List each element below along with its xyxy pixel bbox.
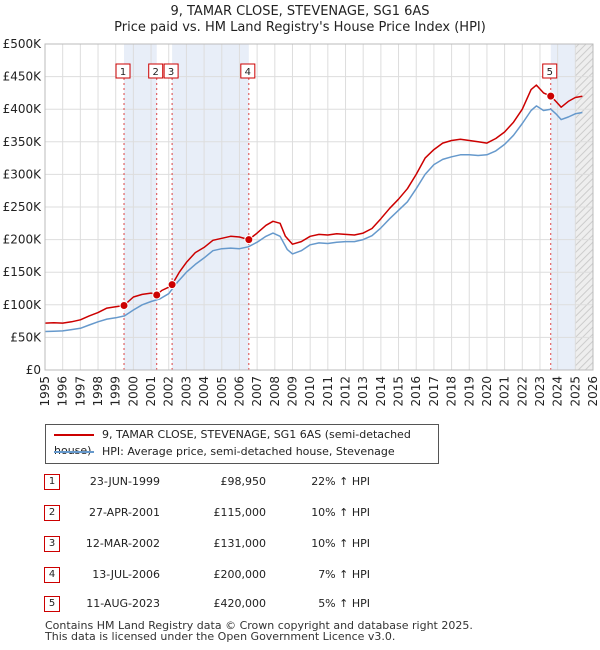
sale-marker-label: 1 — [120, 67, 126, 78]
x-tick-label: 2014 — [374, 376, 388, 407]
sale-marker-label: 2 — [153, 67, 159, 78]
table-row: 4 13-JUL-2006 £200,000 7% ↑ HPI — [0, 565, 600, 585]
x-tick-label: 2002 — [162, 376, 176, 407]
x-tick-label: 2010 — [303, 376, 317, 407]
y-tick-label: £400K — [3, 102, 43, 116]
legend-label-hpi: HPI: Average price, semi-detached house,… — [102, 445, 395, 458]
sale-number-badge: 3 — [44, 536, 60, 552]
chart-subtitle: Price paid vs. HM Land Registry's House … — [114, 20, 486, 35]
footer-line-copyright: Contains HM Land Registry data © Crown c… — [45, 619, 473, 632]
x-tick-label: 2015 — [392, 376, 406, 407]
x-tick-label: 2020 — [480, 376, 494, 407]
plot-border — [44, 43, 594, 371]
sale-date: 23-JUN-1999 — [89, 475, 160, 488]
x-tick-label: 2001 — [144, 376, 158, 407]
legend-item-hpi: HPI: Average price, semi-detached house,… — [54, 444, 395, 460]
sale-number-badge: 5 — [44, 596, 60, 612]
x-tick-label: 2008 — [268, 376, 282, 407]
x-tick-label: 2022 — [515, 376, 529, 407]
x-tick-label: 2017 — [427, 376, 441, 407]
sale-marker-box — [163, 63, 179, 79]
sale-hpi-diff: 5% ↑ HPI — [318, 597, 370, 610]
x-tick-label: 2012 — [339, 376, 353, 407]
sale-point — [119, 300, 129, 310]
sale-hpi-diff: 7% ↑ HPI — [318, 568, 370, 581]
x-tick-label: 2013 — [356, 376, 370, 407]
sale-number-badge: 2 — [44, 505, 60, 521]
sale-price: £98,950 — [220, 475, 267, 488]
x-tick-label: 2024 — [551, 376, 565, 407]
sale-date: 11-AUG-2023 — [86, 597, 160, 610]
x-tick-label: 2006 — [232, 376, 246, 407]
sale-price: £200,000 — [213, 568, 267, 581]
table-row: 2 27-APR-2001 £115,000 10% ↑ HPI — [0, 503, 600, 523]
x-tick-label: 2016 — [409, 376, 423, 407]
x-tick-label: 2005 — [215, 376, 229, 407]
x-tick-label: 2021 — [498, 376, 512, 407]
sale-price: £115,000 — [213, 506, 267, 519]
footer-attribution: Contains HM Land Registry data © Crown c… — [45, 620, 473, 642]
x-tick-label: 1999 — [109, 376, 123, 407]
x-tick-label: 2003 — [179, 376, 193, 407]
x-tick-label: 2009 — [285, 376, 299, 407]
sale-marker-box — [148, 63, 164, 79]
sale-marker-label: 3 — [168, 67, 174, 78]
hpi-line — [44, 105, 583, 333]
y-tick-label: £500K — [3, 37, 43, 51]
sale-price: £420,000 — [213, 597, 267, 610]
x-tick-label: 2018 — [445, 376, 459, 407]
y-tick-label: £50K — [10, 330, 42, 344]
legend-label-property: 9, TAMAR CLOSE, STEVENAGE, SG1 6AS (semi… — [54, 428, 411, 457]
footer-line-licence: This data is licensed under the Open Gov… — [45, 630, 396, 643]
table-row: 5 11-AUG-2023 £420,000 5% ↑ HPI — [0, 594, 600, 614]
sale-hpi-diff: 22% ↑ HPI — [311, 475, 370, 488]
sale-date: 13-JUL-2006 — [92, 568, 160, 581]
sale-marker-box — [542, 63, 558, 79]
x-tick-label: 2004 — [197, 376, 211, 407]
x-tick-label: 2007 — [250, 376, 264, 407]
sale-price: £131,000 — [213, 537, 267, 550]
legend-swatch-property — [54, 434, 94, 436]
sale-point — [546, 91, 556, 101]
sale-number-badge: 1 — [44, 474, 60, 490]
y-tick-label: £150K — [3, 265, 43, 279]
sale-marker-label: 4 — [245, 67, 251, 78]
x-tick-label: 1995 — [38, 376, 52, 407]
y-tick-label: £100K — [3, 298, 43, 312]
price-chart: £0 £50K £100K £150K £200K £250K £300K £350K £400… — [3, 37, 600, 407]
sale-marker-box — [115, 63, 131, 79]
table-row: 3 12-MAR-2002 £131,000 10% ↑ HPI — [0, 534, 600, 554]
sale-marker-label: 5 — [547, 67, 553, 78]
sale-point — [244, 235, 254, 245]
x-tick-label: 2023 — [533, 376, 547, 407]
property-price-line — [44, 84, 583, 324]
chart-title: 9, TAMAR CLOSE, STEVENAGE, SG1 6AS — [170, 4, 430, 19]
x-tick-label: 1997 — [73, 376, 87, 407]
legend-swatch-hpi — [54, 451, 94, 453]
x-tick-label: 2025 — [568, 376, 582, 407]
y-tick-label: £450K — [3, 70, 43, 84]
x-tick-label: 2000 — [126, 376, 140, 407]
y-tick-label: £300K — [3, 167, 43, 181]
x-tick-label: 2011 — [321, 376, 335, 407]
legend-item-property: 9, TAMAR CLOSE, STEVENAGE, SG1 6AS (semi… — [54, 427, 438, 457]
y-tick-label: £350K — [3, 135, 43, 149]
x-tick-label: 1996 — [56, 376, 70, 407]
sale-date: 27-APR-2001 — [88, 506, 160, 519]
y-tick-label: £250K — [3, 200, 43, 214]
chart-legend: 9, TAMAR CLOSE, STEVENAGE, SG1 6AS (semi… — [45, 424, 439, 464]
table-row: 1 23-JUN-1999 £98,950 22% ↑ HPI — [0, 472, 600, 492]
sale-point — [167, 280, 177, 290]
sale-number-badge: 4 — [44, 567, 60, 583]
x-tick-label: 2019 — [462, 376, 476, 407]
sale-hpi-diff: 10% ↑ HPI — [311, 506, 370, 519]
y-tick-label: £200K — [3, 233, 43, 247]
x-tick-label: 2026 — [586, 376, 600, 407]
x-tick-label: 1998 — [91, 376, 105, 407]
sale-date: 12-MAR-2002 — [85, 537, 160, 550]
sale-marker-box — [240, 63, 256, 79]
sale-hpi-diff: 10% ↑ HPI — [311, 537, 370, 550]
y-tick-label: £0 — [26, 363, 41, 377]
sale-point — [152, 290, 162, 300]
